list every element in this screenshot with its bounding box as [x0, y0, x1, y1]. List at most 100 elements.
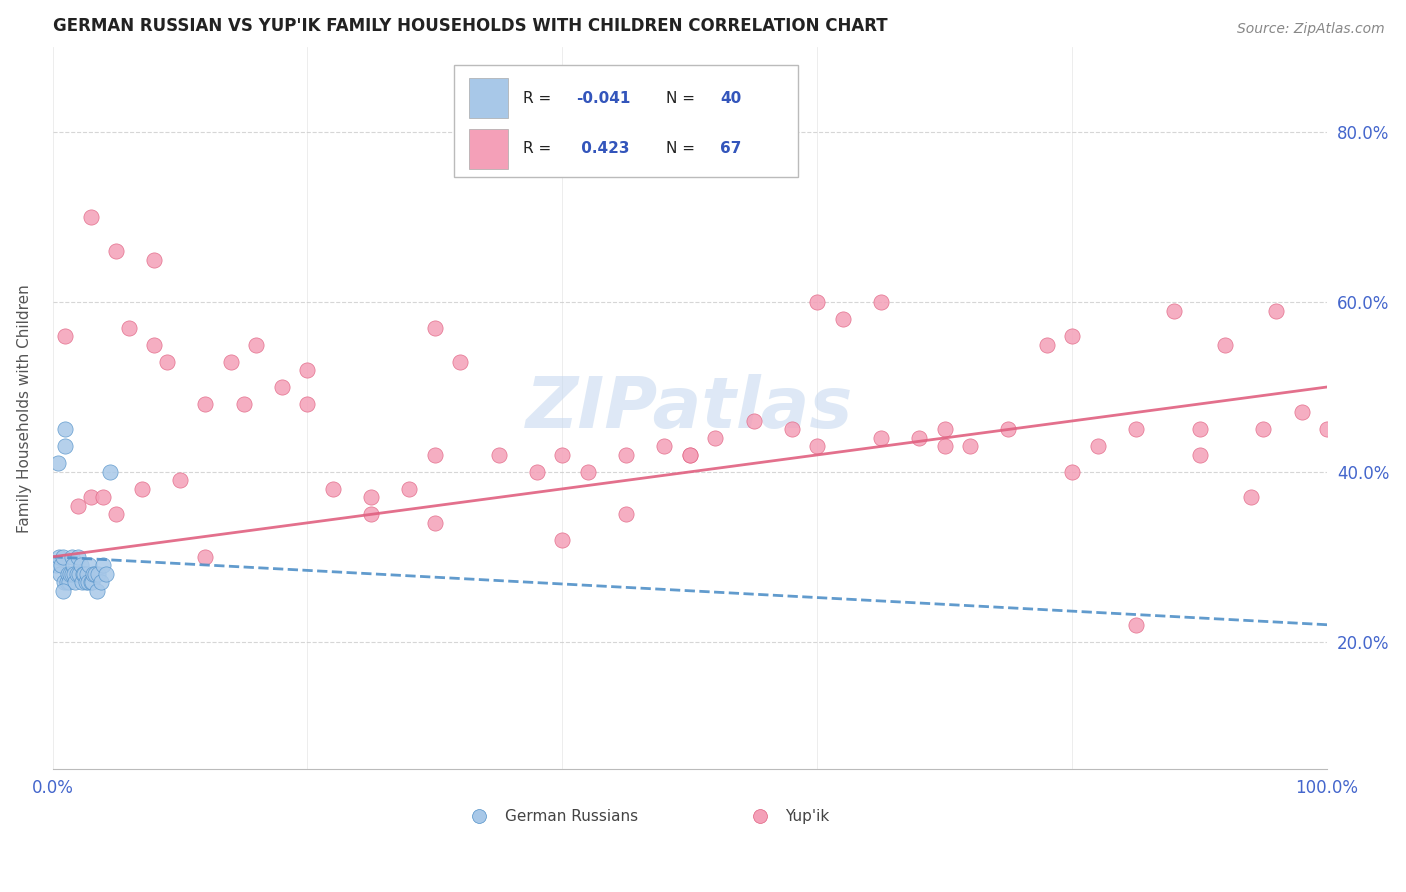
- Point: [679, 448, 702, 462]
- Point: [423, 448, 446, 462]
- Point: [1062, 329, 1084, 343]
- Point: [934, 422, 956, 436]
- Point: [576, 465, 599, 479]
- Point: [959, 439, 981, 453]
- Point: [1239, 491, 1261, 505]
- Point: [908, 431, 931, 445]
- Text: N =: N =: [665, 141, 699, 156]
- Point: [194, 397, 217, 411]
- Text: 67: 67: [720, 141, 742, 156]
- Point: [551, 448, 574, 462]
- Point: [1265, 303, 1288, 318]
- Point: [232, 397, 254, 411]
- Point: [1253, 422, 1275, 436]
- Point: [934, 439, 956, 453]
- Point: [59, 566, 82, 581]
- Point: [1125, 422, 1147, 436]
- Point: [423, 516, 446, 530]
- Text: R =: R =: [523, 141, 555, 156]
- Point: [1035, 337, 1057, 351]
- Point: [297, 397, 319, 411]
- Point: [143, 252, 166, 267]
- Text: 40: 40: [720, 91, 741, 106]
- Text: Yup'ik: Yup'ik: [786, 808, 830, 823]
- Point: [870, 431, 893, 445]
- Point: [997, 422, 1019, 436]
- Point: [53, 329, 76, 343]
- Point: [66, 549, 89, 564]
- Text: ZIPatlas: ZIPatlas: [526, 374, 853, 442]
- Point: [93, 491, 115, 505]
- Point: [86, 583, 108, 598]
- Point: [423, 320, 446, 334]
- Point: [1087, 439, 1109, 453]
- Point: [806, 439, 828, 453]
- Point: [58, 575, 80, 590]
- Point: [77, 575, 100, 590]
- Point: [63, 566, 86, 581]
- Point: [93, 558, 115, 573]
- Point: [131, 482, 153, 496]
- Point: [870, 295, 893, 310]
- Point: [245, 337, 267, 351]
- Point: [53, 422, 76, 436]
- Text: R =: R =: [523, 91, 555, 106]
- Point: [51, 558, 73, 573]
- Text: -0.041: -0.041: [576, 91, 631, 106]
- Point: [1188, 422, 1211, 436]
- Point: [60, 549, 83, 564]
- Text: N =: N =: [665, 91, 699, 106]
- Point: [105, 244, 128, 259]
- Text: German Russians: German Russians: [505, 808, 638, 823]
- Point: [806, 295, 828, 310]
- Point: [194, 549, 217, 564]
- Point: [1213, 337, 1236, 351]
- Point: [75, 575, 97, 590]
- Point: [83, 566, 105, 581]
- Point: [614, 508, 637, 522]
- Point: [551, 533, 574, 547]
- Point: [73, 566, 96, 581]
- Point: [219, 354, 242, 368]
- Point: [76, 566, 98, 581]
- Point: [48, 549, 70, 564]
- Point: [742, 414, 765, 428]
- Point: [67, 566, 90, 581]
- Point: [679, 448, 702, 462]
- Point: [652, 439, 675, 453]
- Point: [1163, 303, 1185, 318]
- Point: [94, 566, 117, 581]
- Point: [1316, 422, 1339, 436]
- Point: [53, 439, 76, 453]
- Point: [614, 448, 637, 462]
- Point: [52, 549, 75, 564]
- Point: [80, 575, 103, 590]
- Point: [87, 566, 110, 581]
- Point: [66, 499, 89, 513]
- Y-axis label: Family Households with Children: Family Households with Children: [17, 284, 32, 533]
- Point: [80, 491, 103, 505]
- Point: [52, 583, 75, 598]
- Point: [45, 558, 67, 573]
- Point: [62, 558, 84, 573]
- FancyBboxPatch shape: [470, 78, 508, 118]
- Point: [60, 566, 83, 581]
- Point: [1188, 448, 1211, 462]
- Point: [46, 457, 69, 471]
- Point: [1062, 465, 1084, 479]
- Point: [82, 566, 104, 581]
- Point: [322, 482, 344, 496]
- Point: [704, 431, 727, 445]
- Point: [69, 558, 91, 573]
- Point: [52, 575, 75, 590]
- Point: [66, 566, 89, 581]
- Point: [449, 354, 471, 368]
- Point: [526, 465, 548, 479]
- Text: 0.423: 0.423: [576, 141, 630, 156]
- Point: [143, 337, 166, 351]
- Point: [65, 575, 87, 590]
- Point: [72, 566, 94, 581]
- Point: [105, 508, 128, 522]
- FancyBboxPatch shape: [470, 128, 508, 169]
- Point: [488, 448, 510, 462]
